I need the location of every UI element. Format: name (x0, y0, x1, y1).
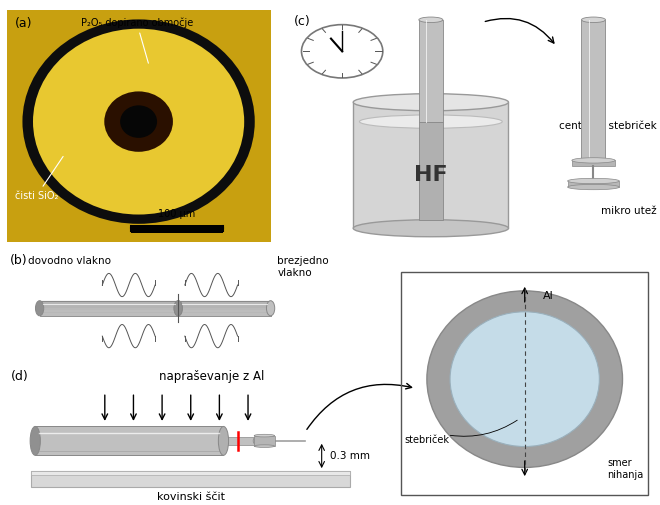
Text: centralni stebriček: centralni stebriček (558, 121, 656, 131)
Bar (568, 181, 619, 187)
Circle shape (33, 29, 244, 215)
Ellipse shape (253, 437, 259, 444)
Text: dovodno vlakno: dovodno vlakno (28, 256, 111, 266)
Text: (c): (c) (294, 15, 311, 28)
Text: mikro utež: mikro utež (601, 206, 656, 216)
Ellipse shape (174, 300, 182, 316)
Bar (35, 426, 224, 456)
Bar (40, 300, 178, 316)
Bar (419, 20, 443, 122)
Ellipse shape (572, 158, 615, 163)
Bar (581, 20, 605, 161)
Bar (572, 161, 615, 167)
Ellipse shape (218, 426, 228, 456)
Text: čisti SiO₂: čisti SiO₂ (15, 157, 63, 201)
Bar (224, 437, 256, 444)
Ellipse shape (353, 220, 508, 237)
Ellipse shape (353, 94, 508, 111)
Bar (419, 122, 443, 220)
Circle shape (104, 91, 173, 152)
Ellipse shape (581, 17, 605, 23)
Text: 100 μm: 100 μm (158, 209, 195, 219)
Bar (178, 300, 271, 316)
Bar (353, 102, 508, 228)
Ellipse shape (174, 300, 182, 316)
Circle shape (302, 25, 383, 78)
Ellipse shape (419, 17, 443, 23)
Text: (d): (d) (11, 370, 28, 383)
Circle shape (120, 106, 157, 138)
Ellipse shape (360, 115, 502, 128)
Ellipse shape (568, 184, 619, 190)
Bar (31, 471, 350, 475)
Ellipse shape (568, 178, 619, 184)
Ellipse shape (36, 300, 44, 316)
Bar (131, 225, 223, 233)
Circle shape (427, 291, 622, 468)
Text: (b): (b) (10, 254, 28, 267)
Circle shape (450, 312, 599, 446)
Ellipse shape (254, 434, 275, 437)
Text: (a): (a) (15, 17, 32, 30)
Text: kovinski ščit: kovinski ščit (156, 492, 225, 502)
Text: 0.3 mm: 0.3 mm (330, 451, 370, 461)
FancyBboxPatch shape (31, 471, 350, 487)
Text: HF: HF (414, 165, 447, 185)
Text: napraševanje z Al: napraševanje z Al (158, 370, 264, 383)
Ellipse shape (30, 426, 40, 456)
Circle shape (22, 19, 255, 224)
Text: stebriček: stebriček (405, 435, 449, 445)
Ellipse shape (267, 300, 275, 316)
Text: smer
nihanja: smer nihanja (607, 458, 644, 480)
Bar (254, 436, 275, 446)
Text: Al: Al (543, 290, 554, 300)
Text: brezjedno
vlakno: brezjedno vlakno (277, 256, 329, 278)
Ellipse shape (254, 445, 275, 447)
Text: P₂O₅ dopirano območje: P₂O₅ dopirano območje (81, 17, 193, 63)
